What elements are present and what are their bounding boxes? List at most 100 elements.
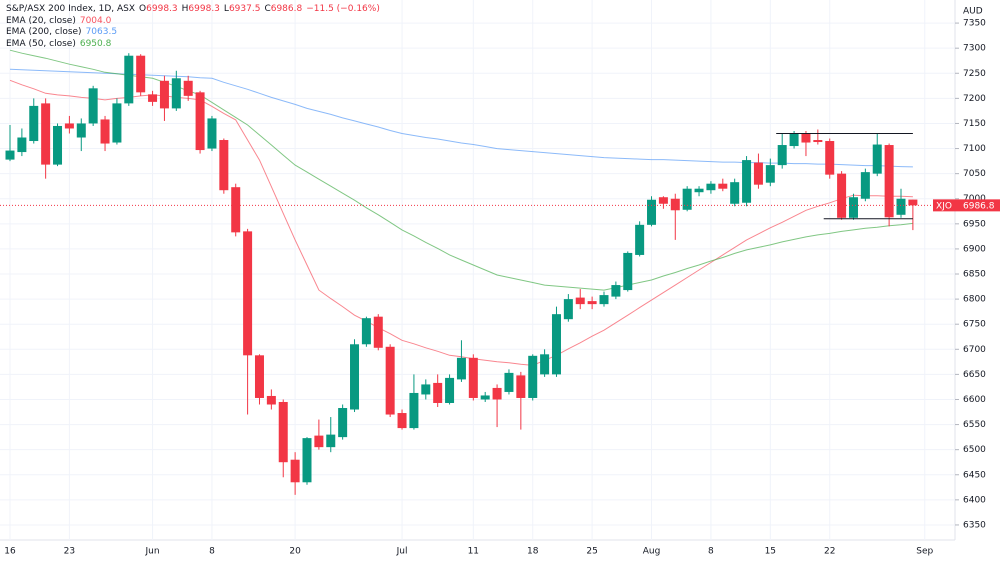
candle-body	[136, 55, 146, 93]
candle-body	[397, 413, 407, 429]
x-tick-label: 18	[527, 547, 539, 557]
candle-body	[278, 401, 288, 463]
candle-body	[254, 355, 264, 398]
candle-body	[350, 344, 360, 410]
candle-body	[207, 118, 217, 149]
ohlc-value: 6998.3	[146, 4, 178, 14]
candle-body	[326, 434, 336, 448]
y-tick-label: 7300	[963, 44, 986, 54]
y-tick-label: 6750	[963, 320, 986, 330]
candle-body	[433, 382, 443, 403]
ohlc-item: O6998.3	[139, 4, 178, 14]
candle-body	[456, 357, 466, 380]
x-tick-label: 16	[4, 547, 16, 557]
legend-row: EMA (200, close) 7063.5	[6, 27, 380, 39]
candle-body	[53, 125, 63, 165]
candle-body	[100, 119, 110, 144]
candle-body	[551, 314, 561, 375]
candle-body	[563, 299, 573, 320]
legend-value: 7004.0	[79, 15, 112, 26]
candle-body	[183, 80, 193, 96]
candle-body	[540, 354, 550, 375]
candle-body	[195, 92, 205, 151]
candle-body	[219, 140, 229, 191]
candle-body	[445, 377, 455, 403]
y-tick-label: 6950	[963, 219, 986, 229]
candle-body	[516, 375, 526, 398]
y-tick-label: 6450	[963, 470, 986, 480]
x-tick-label: Sep	[916, 547, 933, 557]
x-tick-label: 8	[708, 547, 714, 557]
legend-name: EMA (20, close)	[6, 15, 76, 26]
candle-body	[148, 94, 158, 102]
y-tick-label: 6600	[963, 395, 986, 405]
x-tick-label: Jun	[145, 547, 160, 557]
y-tick-label: 7150	[963, 119, 986, 129]
x-tick-label: 25	[586, 547, 597, 557]
chart-title: S&P/ASX 200 Index, 1D, ASX	[6, 4, 136, 14]
candle-body	[504, 372, 514, 392]
candle-body	[587, 301, 597, 305]
candle-body	[706, 183, 716, 191]
candle-body	[611, 285, 621, 297]
candle-body	[848, 197, 858, 218]
x-tick-label: 15	[765, 547, 776, 557]
candle-body	[730, 182, 740, 204]
candle-body	[290, 459, 300, 483]
candle-body	[623, 252, 633, 291]
candle-body	[29, 105, 39, 142]
legend-value: 6950.8	[79, 38, 112, 49]
candle-body	[231, 187, 241, 233]
y-tick-label: 7350	[963, 19, 986, 29]
ohlc-value: 6937.5	[228, 4, 261, 14]
candle-body	[314, 435, 324, 448]
candle-body	[872, 144, 882, 174]
candle-body	[718, 183, 728, 189]
y-tick-label: 7050	[963, 169, 986, 179]
candle-body	[480, 395, 490, 400]
candle-body	[124, 55, 134, 104]
ema-line	[9, 49, 913, 291]
x-tick-label: Aug	[643, 547, 661, 557]
x-tick-label: 23	[64, 547, 75, 557]
y-tick-label: 6800	[963, 295, 986, 305]
x-tick-label: 11	[468, 547, 479, 557]
candle-body	[421, 384, 431, 395]
candle-body	[765, 165, 775, 183]
candle-body	[88, 88, 98, 124]
candle-body	[302, 438, 312, 483]
ohlc-key: L	[223, 4, 229, 14]
candle-body	[908, 199, 918, 206]
change-label: −11.5 (−0.16%)	[306, 4, 380, 14]
candle-body	[76, 123, 86, 138]
candle-body	[860, 172, 870, 199]
y-tick-label: 6700	[963, 345, 986, 355]
ema-line	[9, 68, 913, 168]
candle-body	[742, 160, 752, 203]
candle-body	[777, 145, 787, 166]
legend-value: 7063.5	[85, 27, 118, 37]
candle-body	[647, 199, 657, 225]
candle-body	[813, 140, 823, 143]
candle-body	[112, 103, 122, 143]
price-badge	[955, 199, 1000, 212]
candle-body	[64, 123, 74, 129]
candle-body	[682, 188, 692, 210]
candle-body	[825, 141, 835, 175]
x-tick-label: 20	[289, 547, 301, 557]
candle-body	[575, 297, 585, 305]
legend-row: EMA (20, close) 7004.0	[6, 16, 380, 28]
candle-body	[266, 395, 276, 405]
y-tick-label: 7000	[963, 194, 986, 204]
y-tick-label: 7100	[963, 144, 986, 154]
candle-body	[243, 231, 253, 356]
candle-body	[492, 387, 502, 400]
candle-body	[896, 198, 906, 215]
candle-body	[41, 103, 51, 165]
candle-body	[17, 137, 27, 153]
y-tick-label: 6350	[963, 520, 986, 530]
candle-body	[528, 355, 538, 398]
y-tick-label: 7250	[963, 69, 986, 79]
y-tick-label: 6550	[963, 420, 986, 430]
